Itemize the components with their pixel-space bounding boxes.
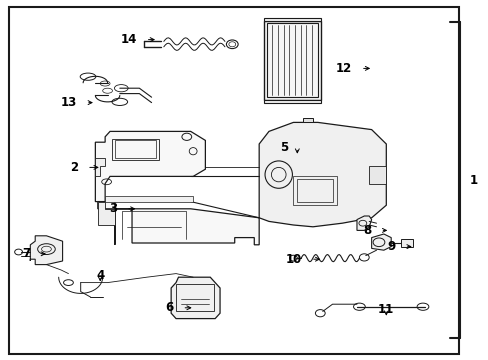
Text: 10: 10 [285, 253, 302, 266]
Text: 4: 4 [96, 269, 104, 282]
Bar [176, 284, 214, 311]
Polygon shape [30, 236, 62, 265]
Polygon shape [263, 18, 320, 21]
Text: 3: 3 [109, 202, 117, 215]
Text: 12: 12 [335, 62, 351, 75]
Text: 7: 7 [22, 247, 30, 260]
Text: 11: 11 [377, 303, 394, 316]
Bar [115, 140, 156, 158]
Bar [293, 176, 337, 205]
Polygon shape [105, 196, 193, 202]
Polygon shape [368, 166, 386, 184]
Polygon shape [356, 216, 371, 230]
Polygon shape [259, 122, 386, 227]
Polygon shape [98, 202, 259, 245]
Text: 14: 14 [121, 33, 137, 46]
Polygon shape [98, 202, 115, 225]
Polygon shape [171, 277, 220, 319]
Bar [297, 179, 333, 202]
Polygon shape [95, 131, 205, 202]
Text: 8: 8 [363, 224, 371, 237]
Bar [266, 23, 317, 97]
Text: 5: 5 [280, 141, 288, 154]
Polygon shape [263, 100, 320, 103]
Text: 1: 1 [468, 174, 477, 186]
Bar [263, 21, 320, 100]
Bar [112, 139, 159, 160]
Text: 6: 6 [165, 301, 173, 314]
Bar [400, 239, 412, 247]
Text: 13: 13 [61, 96, 77, 109]
Text: 2: 2 [70, 161, 78, 174]
Polygon shape [371, 234, 390, 250]
Text: 9: 9 [387, 240, 395, 253]
Polygon shape [303, 118, 312, 122]
Polygon shape [95, 158, 105, 176]
